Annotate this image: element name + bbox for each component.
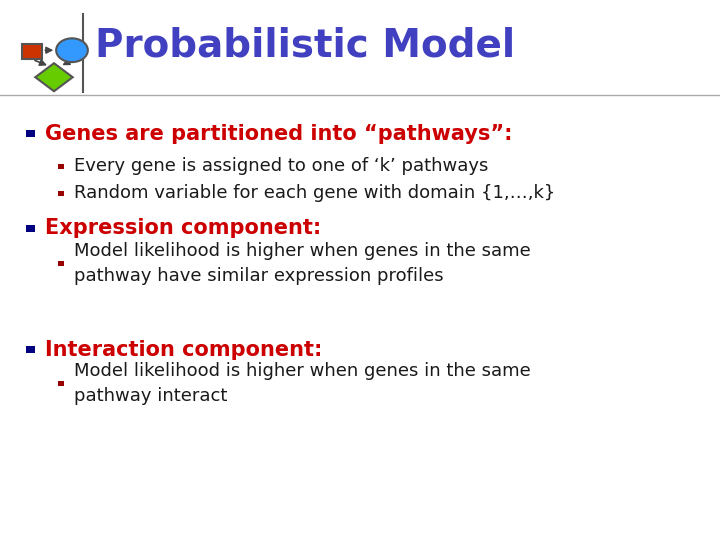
Text: Every gene is assigned to one of ‘k’ pathways: Every gene is assigned to one of ‘k’ pat…: [74, 157, 489, 176]
Text: Probabilistic Model: Probabilistic Model: [95, 27, 516, 65]
Text: Model likelihood is higher when genes in the same
pathway have similar expressio: Model likelihood is higher when genes in…: [74, 242, 531, 285]
FancyBboxPatch shape: [26, 225, 35, 232]
Text: Expression component:: Expression component:: [45, 218, 321, 239]
Text: Random variable for each gene with domain {1,…,k}: Random variable for each gene with domai…: [74, 184, 555, 202]
FancyBboxPatch shape: [26, 130, 35, 137]
FancyBboxPatch shape: [58, 191, 65, 195]
FancyBboxPatch shape: [58, 381, 65, 386]
Circle shape: [56, 38, 88, 62]
Text: Genes are partitioned into “pathways”:: Genes are partitioned into “pathways”:: [45, 124, 512, 144]
Text: Model likelihood is higher when genes in the same
pathway interact: Model likelihood is higher when genes in…: [74, 362, 531, 405]
FancyBboxPatch shape: [58, 261, 65, 266]
Polygon shape: [35, 63, 73, 91]
FancyBboxPatch shape: [22, 44, 42, 59]
FancyBboxPatch shape: [58, 164, 65, 168]
Text: Interaction component:: Interaction component:: [45, 340, 322, 360]
FancyBboxPatch shape: [26, 347, 35, 354]
